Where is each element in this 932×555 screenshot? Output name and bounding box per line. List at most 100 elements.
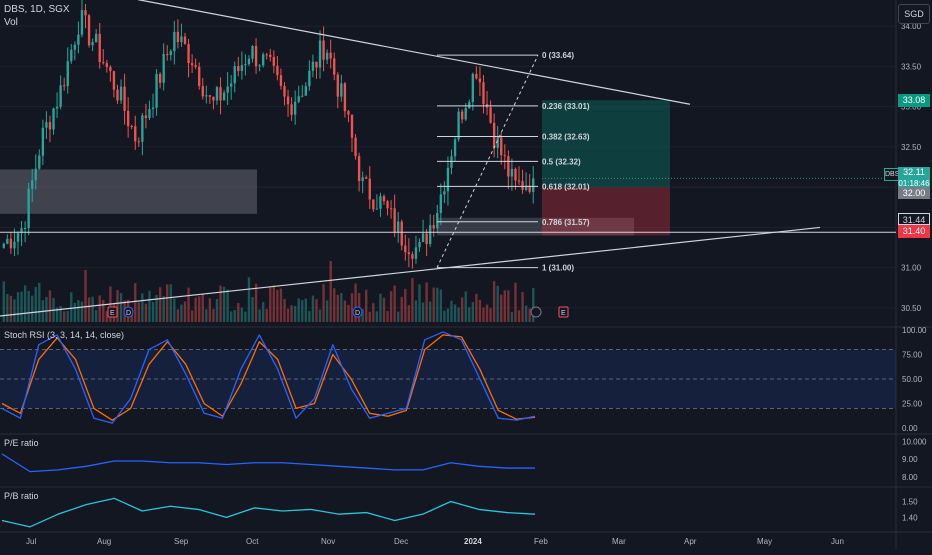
candle-body [333, 58, 336, 75]
candle-body [237, 66, 240, 71]
volume-bar [27, 290, 30, 322]
volume-bar [308, 311, 311, 322]
candle-body [357, 156, 361, 181]
pending-event-icon [530, 306, 542, 318]
volume-bar [418, 284, 421, 322]
candle-body [318, 40, 322, 68]
pb-tick-0: 1.50 [902, 498, 918, 507]
candle-body [261, 54, 265, 66]
last-price-value: 32.11 [903, 167, 925, 177]
volume-bar [521, 292, 524, 322]
candle-body [13, 241, 16, 249]
volume-bar [354, 283, 357, 322]
candle-body [404, 245, 407, 253]
time-tick-0: Jul [26, 537, 36, 546]
volume-bar [492, 281, 496, 322]
volume-bar [247, 277, 251, 322]
volume-bar [468, 307, 471, 322]
candle-body [201, 86, 204, 97]
volume-bar [524, 305, 528, 322]
price-tick-7: 30.50 [901, 304, 922, 313]
candle-body [198, 66, 201, 87]
volume-bar [70, 292, 73, 322]
volume-bar [84, 269, 87, 322]
volume-bar [322, 284, 325, 322]
volume-bar [325, 300, 329, 322]
candle-body [389, 208, 393, 210]
volume-bar [404, 288, 407, 322]
stoch-tick-3: 25.00 [902, 400, 923, 409]
volume-bar [411, 278, 414, 322]
volume-bar [290, 305, 293, 322]
volume-bar [432, 287, 435, 322]
candle-body [510, 168, 514, 177]
volume-bar [464, 291, 467, 322]
candle-body [212, 96, 215, 101]
fib-level-label-5: 0.786 (31.57) [542, 218, 590, 227]
volume-bar [286, 308, 290, 322]
volume-bar [460, 297, 464, 322]
volume-bar [105, 311, 108, 322]
volume-bar [208, 298, 212, 322]
candle-body [247, 58, 251, 65]
candle-body [311, 61, 315, 71]
event-marker-label-1: D [126, 310, 131, 317]
time-tick-9: Apr [684, 537, 697, 546]
candle-body [41, 127, 45, 156]
volume-bar [517, 310, 521, 322]
volume-bar [475, 293, 478, 322]
currency-button[interactable]: SGD [898, 4, 930, 24]
volume-bar [425, 282, 428, 322]
volume-bar [340, 293, 343, 322]
volume-bar [2, 281, 5, 322]
supply-zone [0, 169, 257, 214]
candle-body [322, 40, 325, 60]
candle-body [301, 95, 304, 97]
event-marker-earnings [558, 306, 569, 318]
candle-body [272, 57, 276, 66]
volume-bar [244, 311, 247, 322]
volume-bar [77, 300, 80, 322]
candle-body [425, 233, 428, 245]
candle-body [407, 252, 411, 255]
pb-ratio-label: P/B ratio [4, 491, 39, 501]
candle-body [496, 137, 499, 148]
event-marker-earnings [107, 306, 118, 318]
candle-body [365, 177, 368, 179]
pe-tick-1: 9.00 [902, 455, 918, 464]
candle-body [411, 254, 414, 259]
volume-bar [347, 304, 350, 322]
candle-body [468, 102, 471, 109]
candle-body [279, 75, 283, 86]
volume-bar [198, 296, 201, 322]
volume-bar [73, 302, 77, 322]
volume-bar [258, 309, 261, 322]
volume-bar [205, 309, 208, 322]
candle-body [489, 107, 492, 123]
volume-bar [532, 287, 535, 322]
candle-body [354, 137, 357, 157]
volume-bar [265, 308, 268, 322]
price-tick-1: 33.50 [901, 62, 922, 71]
volume-bar [144, 303, 148, 322]
volume-bar [489, 308, 492, 322]
volume-bar [230, 311, 233, 322]
volume-bar [503, 290, 506, 322]
candle-body [453, 139, 457, 157]
stop-loss-area [542, 187, 670, 236]
fib-level-label-4: 0.618 (32.01) [542, 182, 590, 191]
volume-bar [293, 305, 297, 322]
volume-bar [379, 293, 382, 322]
candle-body [397, 221, 400, 233]
event-marker-dividend [352, 306, 363, 318]
fib-level-label-6: 1 (31.00) [542, 264, 574, 273]
fib-level-label-1: 0.236 (33.01) [542, 102, 590, 111]
candle-body [521, 181, 524, 190]
volume-bar [276, 289, 279, 322]
price-tick-6: 31.00 [901, 264, 922, 273]
volume-bar [176, 309, 180, 322]
stoch-k-line [1, 331, 536, 424]
volume-bar [407, 305, 411, 322]
